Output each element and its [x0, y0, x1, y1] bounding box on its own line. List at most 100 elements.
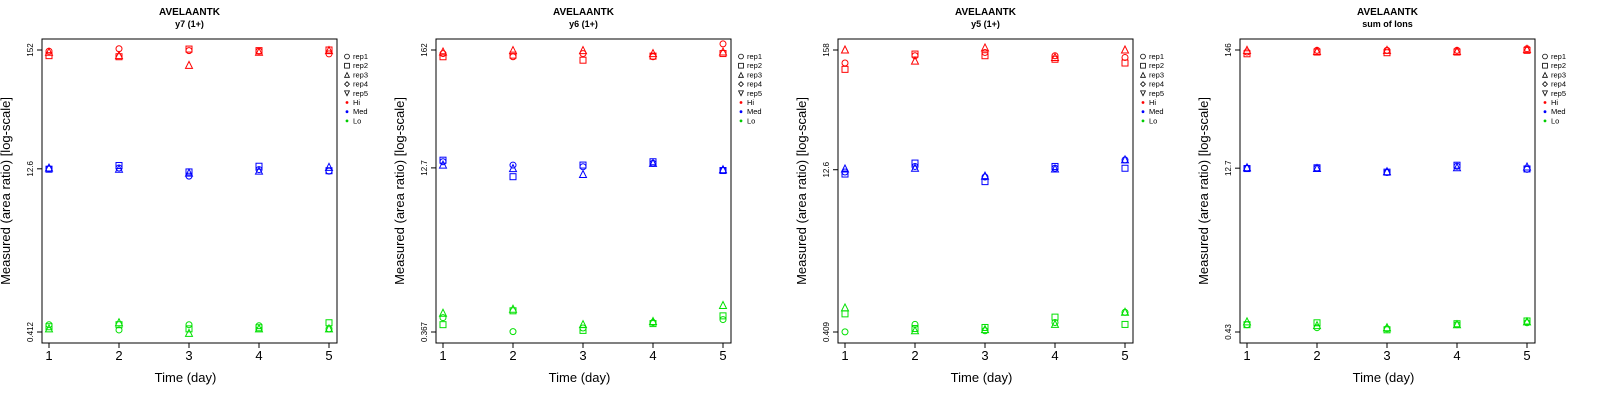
data-point [841, 170, 849, 178]
legend-label: Hi [1551, 98, 1558, 107]
legend-label: Med [1149, 107, 1164, 116]
legend-swatch [1139, 71, 1147, 78]
legend-label: Lo [747, 116, 755, 125]
data-point [1051, 162, 1059, 170]
data-point [1452, 162, 1462, 172]
data-point [840, 44, 850, 54]
legend-swatch [1141, 101, 1145, 104]
y-tick-label: 12.7 [420, 160, 429, 176]
chart-title: AVELAANTK [1357, 7, 1419, 18]
data-point [1452, 319, 1462, 329]
x-tick-label: 1 [439, 348, 446, 363]
legend-label: rep3 [1551, 70, 1566, 79]
data-point [1120, 154, 1130, 164]
data-point [439, 321, 447, 329]
legend-swatch [1543, 119, 1547, 123]
data-point [1242, 45, 1252, 54]
legend-label: Med [1551, 107, 1566, 116]
legend-swatch [1140, 62, 1146, 69]
data-point [439, 156, 447, 164]
data-point [719, 312, 727, 320]
legend-swatch [1542, 62, 1548, 69]
data-point [1050, 163, 1060, 173]
legend-label: Lo [1551, 116, 1559, 125]
data-point [325, 167, 333, 175]
data-point [509, 51, 517, 59]
data-point [1050, 52, 1060, 61]
data-point [1312, 163, 1322, 173]
y-tick-label: 146 [1224, 43, 1233, 57]
legend-label: rep3 [747, 70, 762, 79]
legend-swatch [1542, 53, 1548, 60]
data-point [438, 159, 448, 169]
x-tick-label: 4 [649, 348, 656, 363]
data-point [185, 325, 193, 333]
data-point [578, 169, 588, 179]
data-point [509, 53, 517, 61]
data-point [911, 325, 919, 333]
data-point [509, 328, 517, 336]
x-tick-label: 3 [1383, 348, 1390, 363]
y-tick-label: 12.6 [26, 160, 35, 176]
legend-swatch [739, 119, 743, 123]
legend-label: rep5 [353, 89, 368, 98]
legend-swatch [1139, 90, 1147, 97]
data-point [648, 158, 658, 167]
y-axis-label: Measured (area ratio) [log-scale] [392, 97, 407, 285]
data-point [841, 328, 849, 336]
legend-swatch [1141, 119, 1145, 123]
data-point [980, 42, 990, 52]
x-tick-label: 2 [509, 348, 516, 363]
data-point [1242, 316, 1252, 326]
y-tick-label: 0.409 [822, 321, 831, 342]
data-point [45, 323, 53, 331]
x-tick-label: 5 [719, 348, 726, 363]
data-point [841, 59, 849, 67]
data-point [1121, 320, 1129, 328]
data-point [579, 161, 587, 169]
legend-swatch [343, 90, 351, 97]
plot-frame [41, 38, 338, 344]
chart-subtitle: y6 (1+) [569, 19, 598, 29]
data-point [508, 304, 518, 313]
legend-label: rep2 [1149, 61, 1164, 70]
data-point [1120, 307, 1130, 316]
data-point [1382, 322, 1392, 332]
legend-label: rep5 [1149, 89, 1164, 98]
x-tick-label: 3 [185, 348, 192, 363]
legend-swatch [345, 110, 349, 114]
data-point [115, 162, 123, 170]
data-point [1312, 46, 1322, 55]
data-point [981, 52, 989, 60]
x-tick-label: 1 [841, 348, 848, 363]
data-point [114, 317, 124, 327]
legend-label: rep4 [353, 80, 368, 89]
x-tick-label: 5 [1523, 348, 1530, 363]
data-point [910, 55, 920, 65]
x-axis-label: Time (day) [1353, 370, 1415, 385]
legend-swatch [1542, 81, 1548, 88]
legend-label: rep1 [1551, 52, 1566, 61]
legend-label: Hi [353, 98, 360, 107]
legend-label: rep4 [1551, 80, 1566, 89]
legend-label: rep5 [1551, 89, 1566, 98]
data-point [255, 162, 263, 170]
data-point [1242, 162, 1252, 172]
x-tick-label: 5 [1121, 348, 1128, 363]
legend-swatch [1543, 110, 1547, 114]
data-point [1313, 48, 1321, 56]
chart-title: AVELAANTK [955, 7, 1017, 18]
data-point [981, 173, 989, 181]
legend-swatch [1140, 53, 1146, 60]
legend-label: rep1 [353, 52, 368, 61]
plot-frame [435, 38, 732, 344]
y-tick-label: 12.6 [822, 161, 831, 177]
y-axis-label: Measured (area ratio) [log-scale] [794, 97, 809, 285]
x-tick-label: 1 [45, 348, 52, 363]
data-point [719, 40, 727, 48]
x-tick-label: 1 [1243, 348, 1250, 363]
